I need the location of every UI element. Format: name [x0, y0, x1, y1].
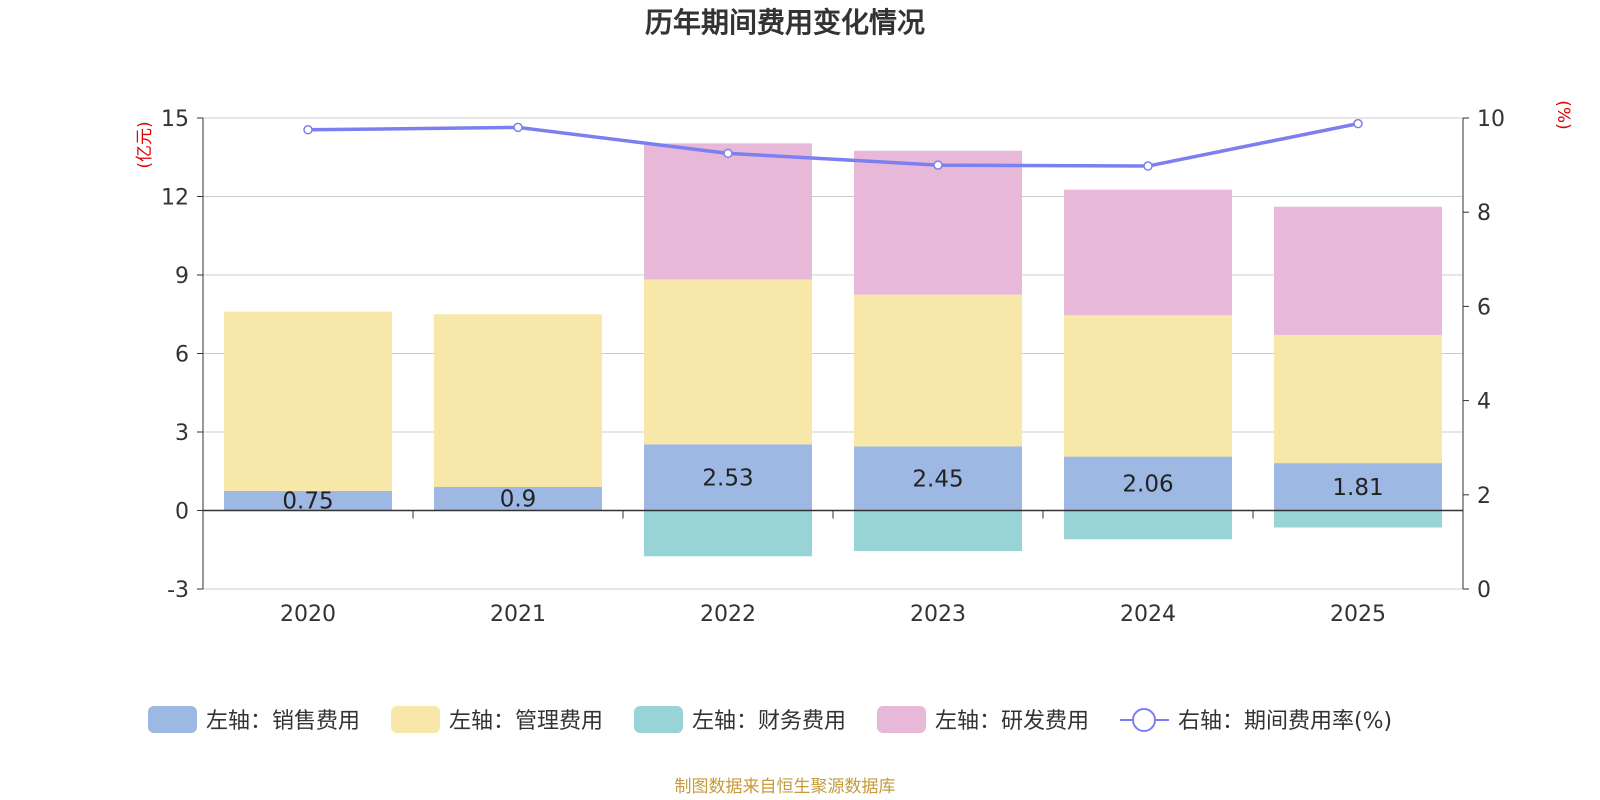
bar-segment [854, 150, 1022, 295]
legend-label: 右轴：期间费用率(%) [1178, 709, 1392, 734]
axes: -3 0 3 6 9 12 15 0 2 4 6 8 10 2020 2021 2022 2023 2024 202… [161, 107, 1505, 627]
bars [224, 143, 1442, 557]
bar-segment [1274, 510, 1442, 528]
bar-segment [854, 510, 1022, 552]
bar-segment [434, 314, 602, 487]
bar-segment [644, 510, 812, 557]
source-note: 制图数据来自恒生聚源数据库 [675, 777, 896, 797]
rate-point [933, 160, 943, 170]
x-tick-label: 2024 [1120, 602, 1176, 627]
bar-segment [1064, 510, 1232, 540]
x-tick-label: 2022 [700, 602, 756, 627]
right-tick-label: 6 [1477, 295, 1491, 320]
right-tick-label: 8 [1477, 201, 1491, 226]
bar-segment [1274, 206, 1442, 335]
bar-segment [1064, 315, 1232, 457]
bar-segment [1064, 189, 1232, 316]
x-tick-label: 2023 [910, 602, 966, 627]
left-tick-label: 3 [175, 421, 189, 446]
rate-point [303, 125, 313, 135]
legend-marker [1132, 708, 1156, 732]
legend-swatch [877, 706, 926, 733]
left-axis-unit: (亿元) [135, 121, 155, 168]
bar-segment [644, 279, 812, 445]
rate-line [303, 118, 1363, 171]
right-tick-label: 0 [1477, 578, 1491, 603]
chart-title: 历年期间费用变化情况 [645, 6, 925, 39]
bar-segment [854, 294, 1022, 447]
left-tick-label: -3 [167, 578, 189, 603]
right-tick-label: 4 [1477, 390, 1491, 415]
x-tick-label: 2025 [1330, 602, 1386, 627]
legend-swatch [634, 706, 683, 733]
bar-segment [1274, 334, 1442, 464]
left-tick-label: 12 [161, 186, 189, 211]
bar-segment [1274, 463, 1442, 511]
rate-point [513, 122, 523, 133]
left-tick-label: 9 [175, 264, 189, 289]
right-tick-label: 2 [1477, 484, 1491, 509]
rate-point [1353, 118, 1363, 129]
legend-swatch [391, 706, 440, 733]
rate-point [1143, 161, 1153, 171]
bar-segment [224, 311, 392, 491]
legend: 左轴：销售费用 左轴：管理费用 左轴：财务费用 左轴：研发费用 右轴：期间费用率(%) [148, 706, 1392, 734]
x-tick-label: 2021 [490, 602, 546, 627]
right-axis-unit: (%) [1553, 100, 1573, 129]
legend-swatch [148, 706, 197, 733]
legend-label: 左轴：管理费用 [449, 709, 603, 734]
data-label: 2.06 [1122, 472, 1173, 498]
left-tick-label: 15 [161, 107, 189, 132]
legend-label: 左轴：销售费用 [206, 709, 360, 734]
rate-line-path [307, 121, 1359, 168]
rate-point [723, 148, 733, 159]
bar-segment [854, 446, 1022, 511]
bar-segment [224, 490, 392, 511]
data-label: 2.53 [702, 465, 753, 491]
data-labels: 0.75 0.9 2.53 2.45 2.06 1.81 [282, 465, 1383, 514]
left-tick-label: 6 [175, 343, 189, 368]
legend-label: 左轴：研发费用 [935, 709, 1089, 734]
bar-segment [644, 143, 812, 280]
right-tick-label: 10 [1477, 107, 1505, 132]
data-label: 2.45 [912, 466, 963, 492]
data-label: 0.9 [500, 487, 537, 513]
bar-segment [644, 444, 812, 511]
left-tick-label: 0 [175, 500, 189, 525]
data-label: 0.75 [282, 489, 333, 515]
legend-label: 左轴：财务费用 [692, 709, 846, 734]
gridlines [203, 117, 1463, 590]
bar-segment [434, 486, 602, 511]
x-tick-label: 2020 [280, 602, 336, 627]
data-label: 1.81 [1332, 475, 1383, 501]
bar-segment [1064, 456, 1232, 511]
